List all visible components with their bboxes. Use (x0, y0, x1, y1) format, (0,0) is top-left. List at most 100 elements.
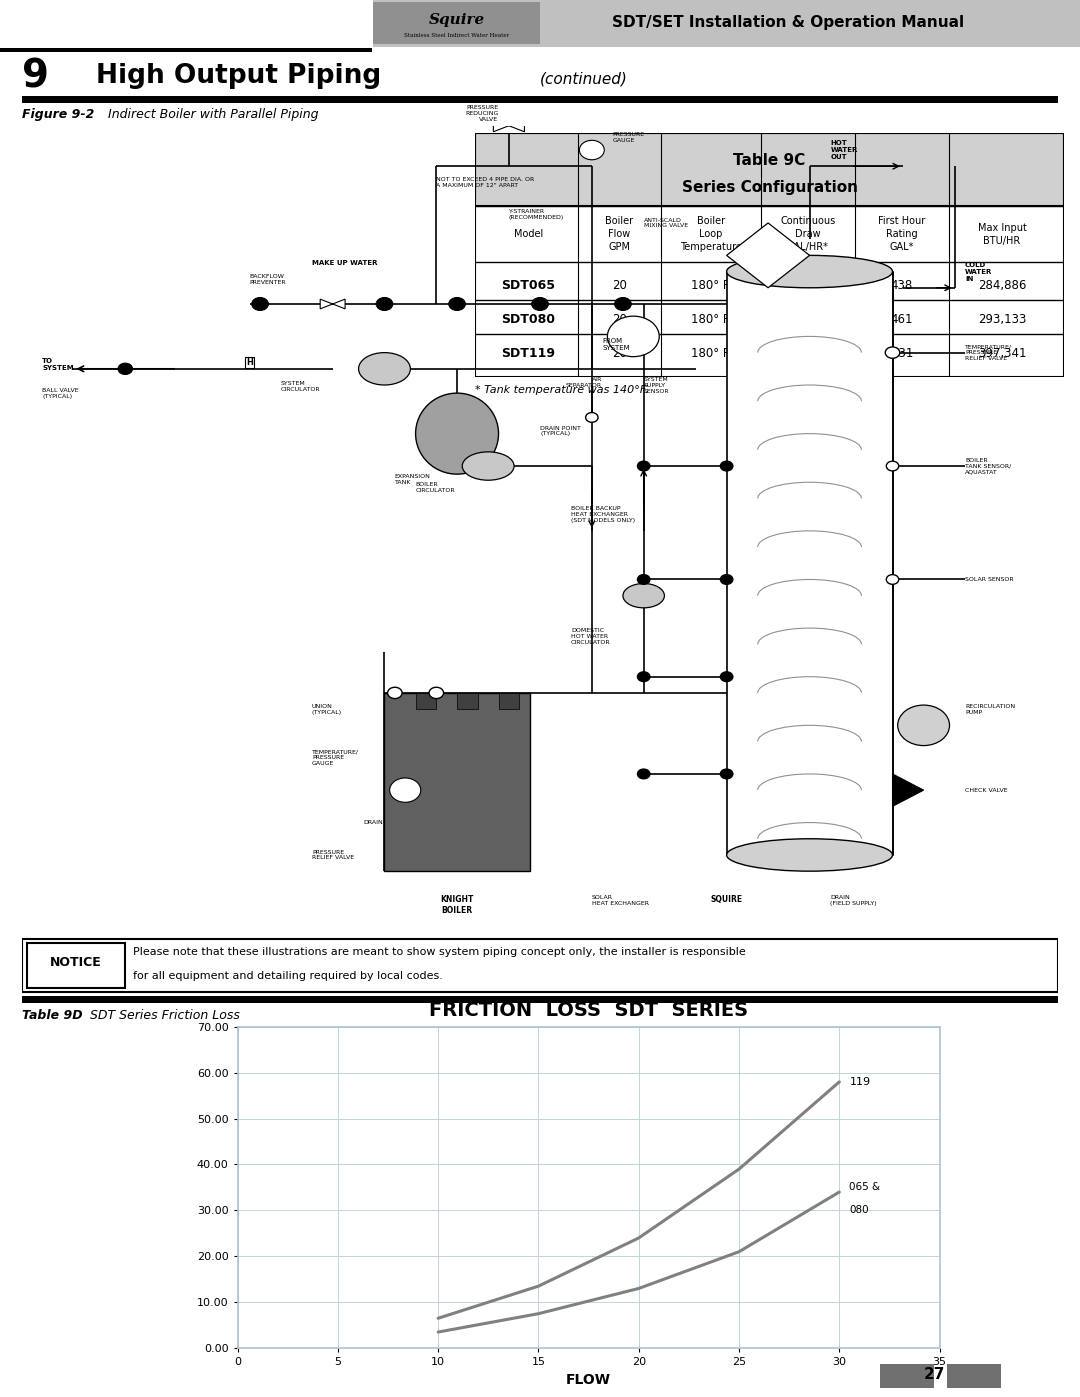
Ellipse shape (727, 838, 892, 872)
Text: 119: 119 (849, 1077, 870, 1087)
Text: AIR
SEPARATOR: AIR SEPARATOR (566, 377, 603, 388)
Circle shape (390, 778, 421, 802)
Ellipse shape (462, 451, 514, 481)
Text: TEMPERATURE/
PRESSURE
GAUGE: TEMPERATURE/ PRESSURE GAUGE (312, 749, 359, 766)
Text: for all equipment and detailing required by local codes.: for all equipment and detailing required… (133, 971, 443, 981)
Text: Boiler
Loop
Temperature: Boiler Loop Temperature (679, 217, 742, 251)
Circle shape (637, 574, 650, 584)
Text: 180° F: 180° F (691, 279, 730, 292)
Text: 080: 080 (849, 1206, 869, 1215)
Text: TO
SYSTEM: TO SYSTEM (42, 358, 73, 372)
Text: 065 &: 065 & (849, 1182, 880, 1193)
Text: Table 9C: Table 9C (733, 154, 806, 168)
Bar (373, 3, 540, 45)
Text: SQUIRE: SQUIRE (711, 895, 743, 904)
Text: PRESSURE
REDUCING
VALVE: PRESSURE REDUCING VALVE (465, 105, 499, 122)
Circle shape (615, 298, 631, 310)
Text: Stainless Steel Indirect Water Heater: Stainless Steel Indirect Water Heater (404, 32, 510, 38)
Title: FRICTION  LOSS  SDT  SERIES: FRICTION LOSS SDT SERIES (429, 1000, 748, 1020)
Circle shape (720, 461, 733, 471)
Text: DRAIN: DRAIN (364, 820, 383, 826)
Circle shape (607, 316, 659, 356)
Text: Indirect Boiler with Parallel Piping: Indirect Boiler with Parallel Piping (108, 108, 319, 122)
Circle shape (720, 672, 733, 682)
Text: 9: 9 (22, 57, 49, 95)
Circle shape (252, 298, 268, 310)
Text: NOTICE: NOTICE (50, 957, 102, 970)
Text: SDT/SET Installation & Operation Manual: SDT/SET Installation & Operation Manual (612, 15, 964, 29)
Bar (475, 133, 1064, 205)
Text: SDT119: SDT119 (501, 348, 555, 360)
Text: ANTI-SCALD
MIXING VALVE: ANTI-SCALD MIXING VALVE (644, 218, 688, 228)
Bar (499, 693, 519, 710)
Circle shape (579, 140, 605, 159)
Polygon shape (320, 299, 346, 309)
Text: 391: 391 (797, 313, 819, 327)
Circle shape (388, 687, 402, 698)
Text: PRESSURE
RELIEF VALVE: PRESSURE RELIEF VALVE (312, 849, 354, 861)
Text: HOT
WATER
OUT: HOT WATER OUT (831, 140, 858, 161)
Text: NOT TO EXCEED 4 PIPE DIA. OR
A MAXIMUM OF 12" APART: NOT TO EXCEED 4 PIPE DIA. OR A MAXIMUM O… (436, 177, 535, 189)
Bar (727, 271, 892, 855)
Text: 284,886: 284,886 (977, 279, 1026, 292)
Text: 530: 530 (797, 348, 819, 360)
Text: DOMESTIC
HOT WATER
CIRCULATOR: DOMESTIC HOT WATER CIRCULATOR (571, 629, 610, 644)
Ellipse shape (416, 393, 499, 474)
Polygon shape (727, 224, 810, 288)
Text: SDT080: SDT080 (501, 313, 555, 327)
Text: 20: 20 (612, 313, 626, 327)
Bar (384, 693, 529, 872)
Circle shape (886, 346, 900, 358)
Text: SOLAR SENSOR: SOLAR SENSOR (966, 577, 1014, 583)
Text: High Output Piping: High Output Piping (96, 63, 381, 89)
Text: Series Configuration: Series Configuration (681, 180, 858, 196)
Text: PRESSURE
GAUGE: PRESSURE GAUGE (612, 133, 645, 144)
Text: BALL VALVE
(TYPICAL): BALL VALVE (TYPICAL) (42, 388, 79, 398)
Bar (416, 693, 436, 710)
Text: EXPANSION
TANK: EXPANSION TANK (395, 474, 431, 485)
Text: BACKFLOW
PREVENTER: BACKFLOW PREVENTER (249, 274, 286, 285)
Bar (879, 1363, 934, 1389)
Circle shape (429, 687, 444, 698)
Circle shape (720, 574, 733, 584)
Text: 27: 27 (923, 1368, 945, 1382)
Text: MAKE UP WATER: MAKE UP WATER (312, 260, 377, 267)
Text: Continuous
Draw
GAL/HR*: Continuous Draw GAL/HR* (780, 217, 836, 251)
Polygon shape (494, 120, 525, 131)
Circle shape (897, 705, 949, 746)
Circle shape (449, 298, 465, 310)
Text: 438: 438 (891, 279, 913, 292)
Bar (457, 693, 477, 710)
Text: Boiler
Flow
GPM: Boiler Flow GPM (606, 217, 634, 251)
Circle shape (637, 461, 650, 471)
Circle shape (720, 770, 733, 778)
X-axis label: FLOW: FLOW (566, 1373, 611, 1387)
Bar (27, 943, 125, 988)
Text: SYSTEM
CIRCULATOR: SYSTEM CIRCULATOR (281, 381, 321, 391)
Text: SDT065: SDT065 (501, 279, 555, 292)
Circle shape (887, 574, 899, 584)
Text: KNIGHT
BOILER: KNIGHT BOILER (441, 895, 474, 915)
Text: BOILER
TANK SENSOR/
AQUASTAT: BOILER TANK SENSOR/ AQUASTAT (966, 458, 1011, 475)
Text: BOILER BACKUP
HEAT EXCHANGER
(SDT MODELS ONLY): BOILER BACKUP HEAT EXCHANGER (SDT MODELS… (571, 506, 635, 522)
Text: Figure 9-2: Figure 9-2 (22, 108, 94, 122)
Text: H: H (246, 358, 253, 367)
Bar (373, 0, 1080, 46)
Polygon shape (892, 774, 923, 806)
Text: 20: 20 (612, 348, 626, 360)
Text: Y-STRAINER
(RECOMMENDED): Y-STRAINER (RECOMMENDED) (509, 210, 564, 221)
Ellipse shape (623, 584, 664, 608)
Text: Table 9D: Table 9D (22, 1009, 82, 1023)
Circle shape (887, 461, 899, 471)
Bar (947, 1363, 1001, 1389)
Text: TEMPERATURE/
PRESSURE
RELIEF VALVE: TEMPERATURE/ PRESSURE RELIEF VALVE (966, 344, 1012, 360)
Bar (0, 49, 372, 53)
Text: Max Input
BTU/HR: Max Input BTU/HR (977, 222, 1026, 246)
Text: BOILER
CIRCULATOR: BOILER CIRCULATOR (416, 482, 455, 493)
Text: (continued): (continued) (540, 71, 627, 87)
Text: 180° F: 180° F (691, 348, 730, 360)
Text: 180° F: 180° F (691, 313, 730, 327)
Text: COLD
WATER
IN: COLD WATER IN (966, 261, 993, 282)
Text: RECIRCULATION
PUMP: RECIRCULATION PUMP (966, 704, 1015, 714)
Text: UNION
(TYPICAL): UNION (TYPICAL) (312, 704, 342, 714)
